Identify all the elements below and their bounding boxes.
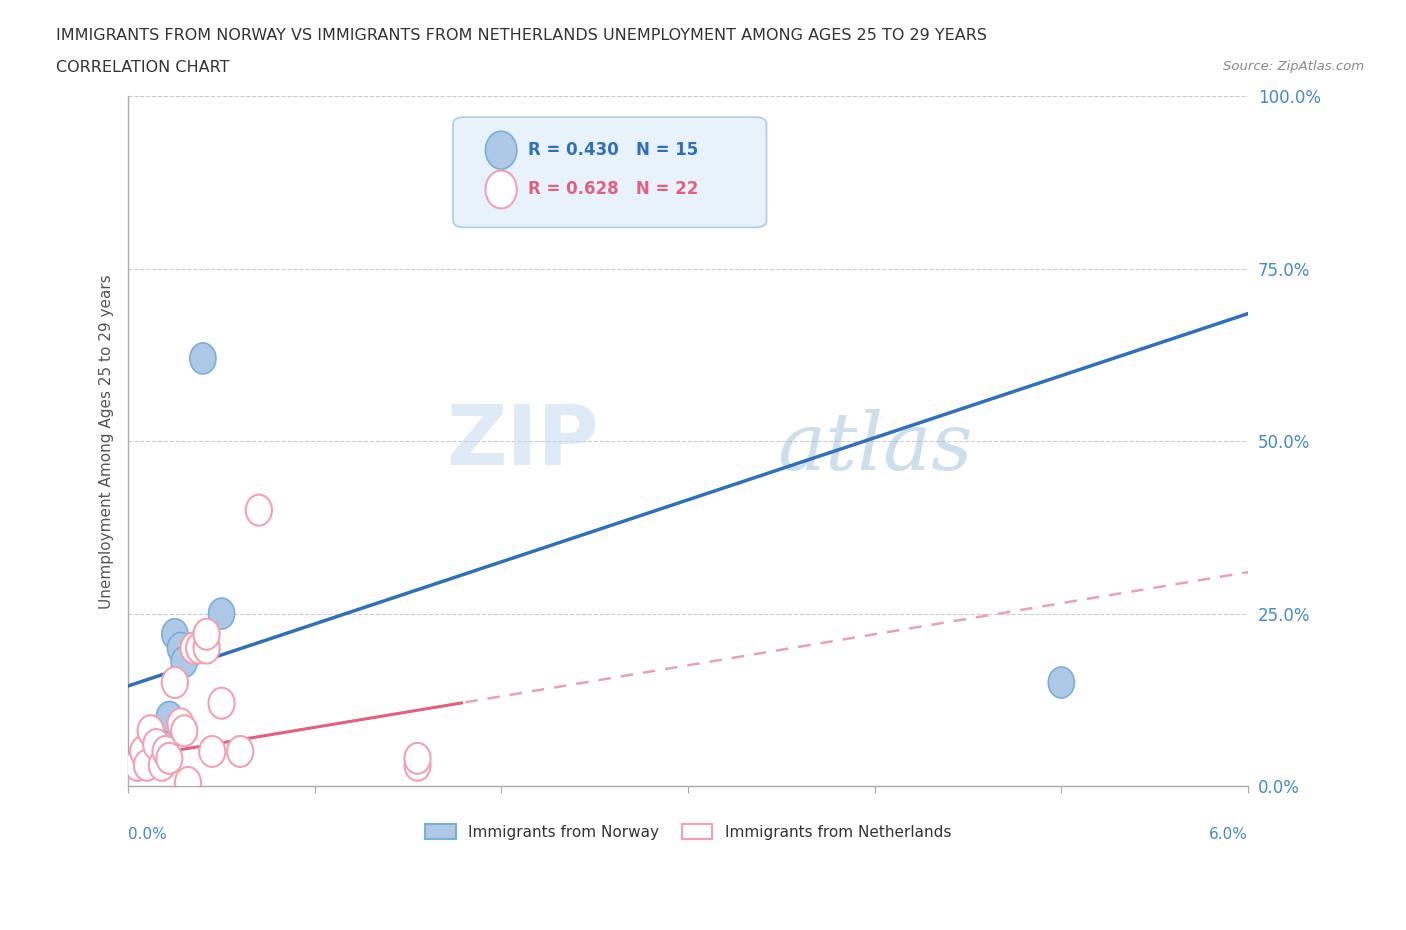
Ellipse shape	[208, 687, 235, 719]
Ellipse shape	[149, 715, 174, 746]
Text: R = 0.430   N = 15: R = 0.430 N = 15	[529, 141, 699, 159]
Ellipse shape	[156, 701, 183, 733]
Text: R = 0.628   N = 22: R = 0.628 N = 22	[529, 180, 699, 198]
Ellipse shape	[194, 632, 219, 663]
Ellipse shape	[190, 343, 217, 374]
Ellipse shape	[162, 667, 188, 698]
Ellipse shape	[131, 743, 156, 774]
Ellipse shape	[194, 618, 219, 650]
Ellipse shape	[485, 131, 517, 169]
Ellipse shape	[167, 632, 194, 663]
Ellipse shape	[143, 736, 169, 767]
Text: 0.0%: 0.0%	[128, 828, 167, 843]
Ellipse shape	[138, 729, 163, 760]
Ellipse shape	[180, 632, 207, 663]
Legend: Immigrants from Norway, Immigrants from Netherlands: Immigrants from Norway, Immigrants from …	[418, 816, 959, 847]
Text: ZIP: ZIP	[446, 401, 599, 482]
Ellipse shape	[167, 709, 194, 739]
Ellipse shape	[405, 750, 430, 781]
Ellipse shape	[125, 750, 150, 781]
Ellipse shape	[152, 736, 179, 767]
Ellipse shape	[174, 767, 201, 798]
Ellipse shape	[200, 736, 225, 767]
Ellipse shape	[172, 646, 197, 677]
Ellipse shape	[405, 743, 430, 774]
Ellipse shape	[246, 495, 271, 525]
Ellipse shape	[186, 632, 212, 663]
Text: CORRELATION CHART: CORRELATION CHART	[56, 60, 229, 75]
Ellipse shape	[172, 715, 197, 746]
Ellipse shape	[156, 743, 183, 774]
Text: atlas: atlas	[778, 409, 973, 486]
Ellipse shape	[208, 598, 235, 629]
Ellipse shape	[180, 632, 207, 663]
Ellipse shape	[1049, 667, 1074, 698]
Text: 6.0%: 6.0%	[1209, 828, 1249, 843]
Ellipse shape	[131, 736, 156, 767]
FancyBboxPatch shape	[453, 117, 766, 228]
Ellipse shape	[125, 750, 150, 781]
Ellipse shape	[138, 715, 163, 746]
Text: IMMIGRANTS FROM NORWAY VS IMMIGRANTS FROM NETHERLANDS UNEMPLOYMENT AMONG AGES 25: IMMIGRANTS FROM NORWAY VS IMMIGRANTS FRO…	[56, 28, 987, 43]
Ellipse shape	[143, 729, 169, 760]
Ellipse shape	[162, 618, 188, 650]
Ellipse shape	[485, 170, 517, 208]
Ellipse shape	[149, 750, 174, 781]
Ellipse shape	[152, 715, 179, 746]
Ellipse shape	[134, 750, 160, 781]
Ellipse shape	[134, 736, 160, 767]
Text: Source: ZipAtlas.com: Source: ZipAtlas.com	[1223, 60, 1364, 73]
Ellipse shape	[228, 736, 253, 767]
Y-axis label: Unemployment Among Ages 25 to 29 years: Unemployment Among Ages 25 to 29 years	[100, 273, 114, 608]
